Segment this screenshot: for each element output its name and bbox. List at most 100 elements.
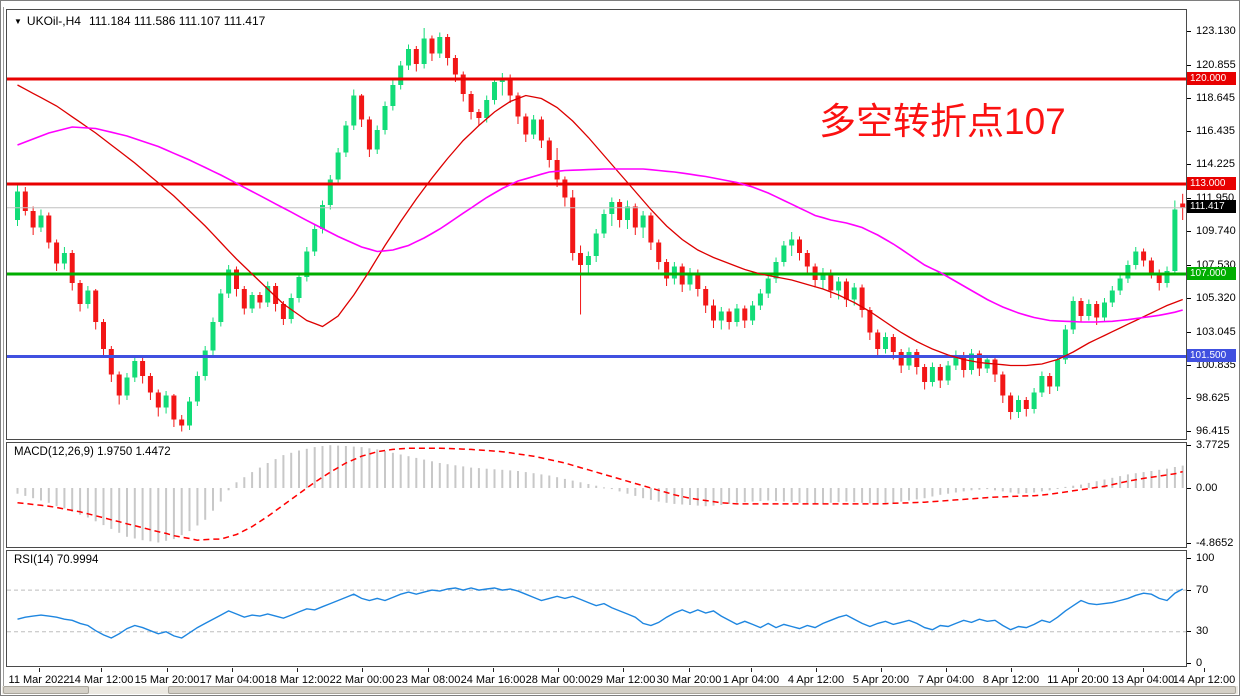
- candle-body: [1102, 302, 1107, 318]
- main-chart-panel[interactable]: ▼ UKOil-,H4 111.184 111.586 111.107 111.41…: [6, 9, 1187, 440]
- candle-body: [406, 49, 411, 66]
- macd-histogram-bar: [477, 468, 480, 488]
- candle-body: [210, 322, 216, 351]
- window-left-edge: [3, 7, 4, 689]
- candle-body: [1062, 329, 1068, 360]
- candle-body: [625, 206, 630, 220]
- price-tag-107: 107.000: [1187, 266, 1236, 280]
- scrollbar-thumb[interactable]: [168, 686, 1236, 694]
- price-chart-canvas[interactable]: [7, 10, 1186, 439]
- candle-body: [85, 290, 91, 304]
- rsi-panel[interactable]: RSI(14) 70.9994: [6, 550, 1187, 667]
- price-tag-113: 113.000: [1187, 176, 1236, 190]
- time-tick-mark: [689, 668, 690, 672]
- macd-histogram-bar: [399, 454, 402, 488]
- macd-histogram-bar: [1072, 485, 1075, 488]
- macd-histogram-bar: [1126, 474, 1129, 488]
- macd-histogram-bar: [728, 488, 731, 504]
- macd-histogram-bar: [743, 488, 746, 503]
- candle-body: [312, 229, 318, 252]
- candle-body: [249, 295, 255, 309]
- macd-histogram-bar: [282, 455, 285, 488]
- candle-body: [54, 242, 60, 264]
- candle-body: [187, 401, 192, 426]
- macd-histogram-bar: [1134, 473, 1137, 488]
- macd-histogram-bar: [415, 457, 418, 488]
- candle-body: [1117, 278, 1123, 291]
- macd-histogram-bar: [712, 488, 715, 506]
- macd-histogram-bar: [524, 472, 527, 488]
- macd-histogram-bar: [133, 488, 136, 539]
- macd-histogram-bar: [1048, 488, 1051, 491]
- candle-body: [945, 365, 951, 381]
- price-tick-label: 105.320: [1196, 291, 1236, 304]
- rsi-canvas[interactable]: [7, 551, 1186, 666]
- macd-histogram-bar: [618, 488, 621, 492]
- candle-body: [296, 277, 302, 298]
- macd-histogram-bar: [423, 459, 426, 488]
- macd-histogram-bar: [298, 450, 300, 488]
- candle-body: [93, 290, 99, 322]
- candle-body: [601, 214, 607, 234]
- macd-tick-label: 0.00: [1196, 481, 1218, 494]
- candle-body: [413, 49, 419, 64]
- price-tick-mark: [1187, 164, 1191, 166]
- macd-tick-mark: [1187, 542, 1191, 544]
- macd-histogram-bar: [1158, 469, 1161, 488]
- macd-canvas[interactable]: [7, 443, 1186, 547]
- symbol-dropdown-icon[interactable]: ▼: [14, 17, 22, 26]
- candle-body: [922, 367, 928, 382]
- macd-histogram-bar: [24, 488, 27, 496]
- time-tick-label: 8 Apr 12:00: [982, 674, 1040, 686]
- macd-histogram-bar: [610, 488, 613, 490]
- macd-panel[interactable]: MACD(12,26,9) 1.9750 1.4472: [6, 442, 1187, 548]
- candle-body: [937, 367, 943, 381]
- price-tick-label: 98.625: [1196, 392, 1230, 405]
- price-tick-mark: [1187, 297, 1191, 299]
- scrollbar-segment-left[interactable]: [3, 686, 89, 694]
- macd-histogram-bar: [767, 488, 770, 501]
- price-tick-mark: [1187, 364, 1191, 366]
- candle-body: [147, 376, 153, 393]
- candle-body: [476, 112, 482, 118]
- candle-body: [1148, 260, 1154, 273]
- ma-slow-magenta-line: [17, 126, 1183, 323]
- candle-body: [1172, 209, 1178, 271]
- candle-body: [507, 77, 513, 96]
- macd-histogram-bar: [696, 488, 699, 506]
- macd-histogram-bar: [994, 488, 996, 491]
- macd-histogram-bar: [1142, 472, 1145, 488]
- macd-histogram-bar: [775, 488, 777, 502]
- candle-body: [570, 197, 576, 253]
- candle-body: [648, 215, 654, 243]
- time-axis[interactable]: 11 Mar 2022 14 Mar 12:00 15 Mar 20:00 17 Ma…: [1, 667, 1239, 688]
- candle-body: [1039, 376, 1045, 393]
- macd-histogram-bar: [55, 488, 58, 507]
- horizontal-scrollbar[interactable]: [2, 686, 1238, 694]
- time-tick-label: 7 Apr 04:00: [917, 674, 975, 686]
- candle-body: [765, 278, 771, 294]
- candle-body: [781, 245, 787, 262]
- macd-histogram-bar: [212, 488, 214, 511]
- candle-body: [906, 352, 912, 366]
- time-tick-mark: [362, 668, 363, 672]
- macd-histogram-bar: [16, 488, 19, 494]
- macd-histogram-bar: [509, 470, 512, 488]
- candle-body: [132, 361, 138, 378]
- candle-body: [585, 256, 591, 265]
- macd-histogram-bar: [837, 488, 840, 503]
- time-tick-label: 15 Mar 20:00: [134, 674, 200, 686]
- macd-histogram-bar: [822, 488, 824, 504]
- macd-histogram-bar: [876, 488, 879, 504]
- time-tick-mark: [881, 668, 882, 672]
- macd-label: MACD(12,26,9) 1.9750 1.4472: [14, 446, 171, 458]
- candle-body: [992, 359, 998, 375]
- time-tick-mark: [1011, 668, 1012, 672]
- candle-body: [875, 332, 881, 349]
- macd-histogram-bar: [1095, 481, 1098, 488]
- macd-histogram-bar: [384, 451, 386, 488]
- candle-body: [969, 353, 974, 370]
- macd-histogram-bar: [305, 448, 308, 488]
- macd-histogram-bar: [626, 488, 629, 494]
- candle-body: [1125, 265, 1131, 279]
